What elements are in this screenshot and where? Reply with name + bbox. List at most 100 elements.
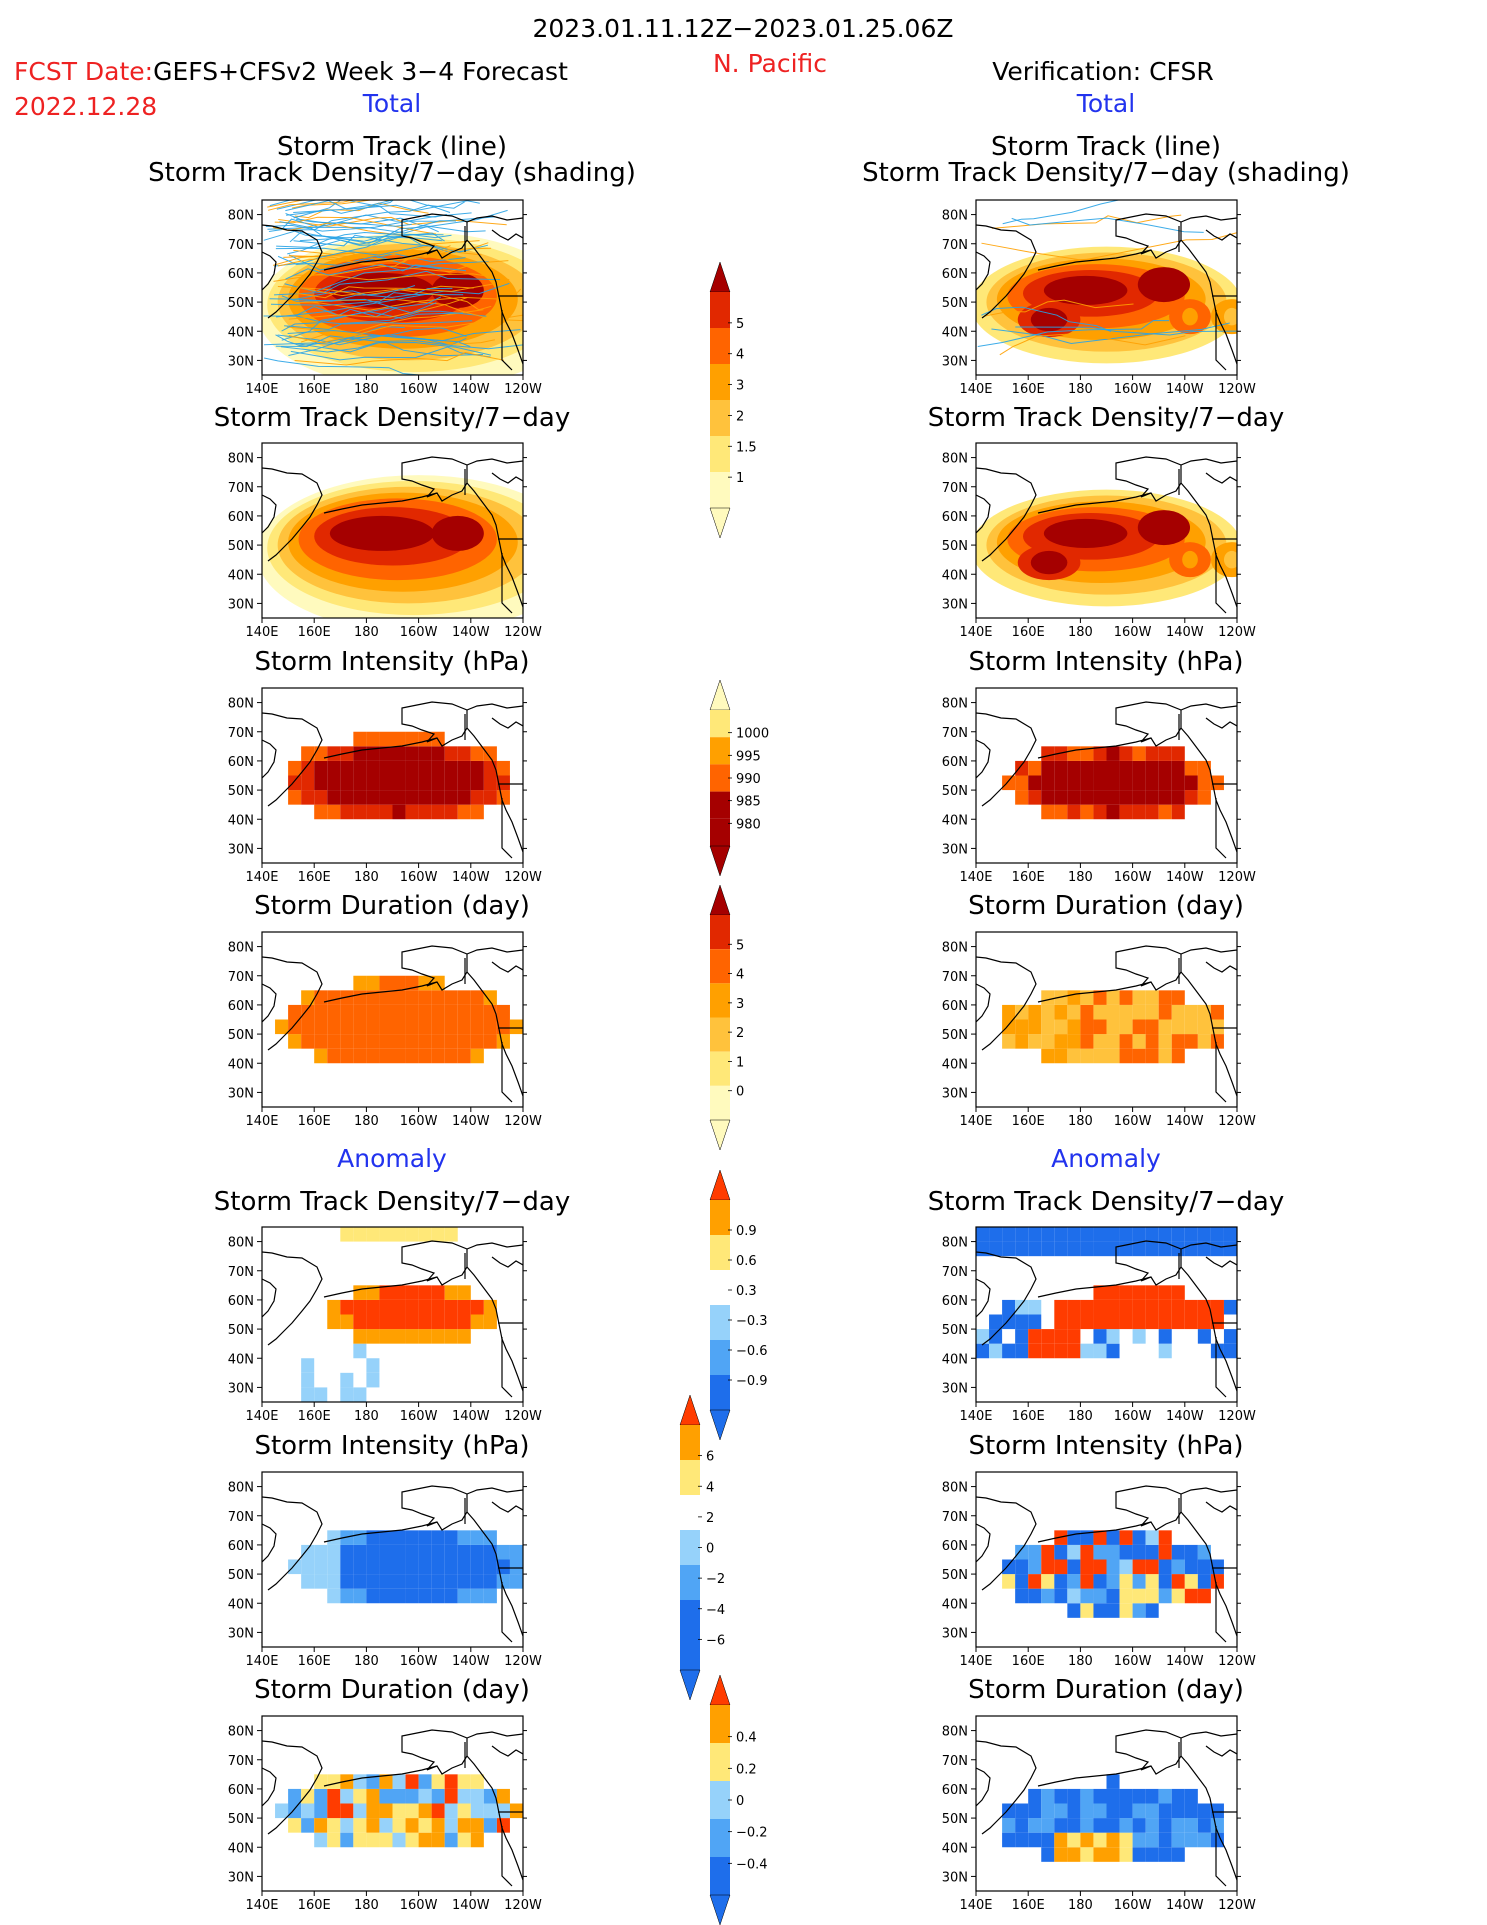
lat-tick-label: 60N bbox=[228, 755, 254, 770]
colorbar-label: 2 bbox=[706, 1511, 714, 1526]
lat-tick-label: 50N bbox=[228, 1028, 254, 1043]
map-panel: 80N 70N 60N 50N 40N 30N 140E 160E 180 160W 140W 120… bbox=[228, 932, 542, 1129]
lat-tick-label: 80N bbox=[942, 209, 968, 224]
colorbar-label: 1.5 bbox=[736, 440, 757, 455]
lon-tick-label: 120W bbox=[504, 1114, 542, 1129]
lon-tick-label: 120W bbox=[1218, 382, 1256, 397]
lat-tick-label: 30N bbox=[228, 1381, 254, 1396]
lat-tick-label: 60N bbox=[942, 1783, 968, 1798]
lon-tick-label: 140W bbox=[1166, 1114, 1204, 1129]
lon-tick-label: 160W bbox=[400, 1114, 438, 1129]
colorbar-label: −4 bbox=[706, 1603, 725, 1618]
colorbar-label: 0 bbox=[736, 1794, 744, 1809]
lat-tick-label: 70N bbox=[942, 1265, 968, 1280]
map-panel: 80N 70N 60N 50N 40N 30N 140E 160E 180 160W 140W 120… bbox=[942, 1472, 1256, 1669]
lon-tick-label: 160W bbox=[1114, 870, 1152, 885]
lon-tick-label: 120W bbox=[1218, 1898, 1256, 1913]
lat-tick-label: 60N bbox=[228, 1783, 254, 1798]
lat-tick-label: 40N bbox=[228, 813, 254, 828]
colorbar-label: 4 bbox=[736, 968, 744, 983]
lon-tick-label: 160E bbox=[1012, 1898, 1045, 1913]
lon-tick-label: 140W bbox=[452, 625, 490, 640]
lon-tick-label: 180 bbox=[354, 1409, 379, 1424]
lon-tick-label: 140W bbox=[1166, 1654, 1204, 1669]
map-panel: 80N 70N 60N 50N 40N 30N 140E 160E 180 160W 140W 120… bbox=[942, 1716, 1256, 1913]
lat-tick-label: 80N bbox=[228, 209, 254, 224]
lat-tick-label: 50N bbox=[228, 784, 254, 799]
lat-tick-label: 60N bbox=[942, 999, 968, 1014]
colorbar: 0.4 0.2 0 −0.2 −0.4 bbox=[710, 1675, 768, 1925]
lat-tick-label: 50N bbox=[942, 1028, 968, 1043]
lon-tick-label: 180 bbox=[354, 625, 379, 640]
colorbar-label: 990 bbox=[736, 772, 761, 787]
lat-tick-label: 30N bbox=[942, 1086, 968, 1101]
colorbar-label: −0.4 bbox=[736, 1857, 768, 1872]
lon-tick-label: 160W bbox=[1114, 1409, 1152, 1424]
map-panel: 80N 70N 60N 50N 40N 30N 140E 160E 180 160W 140W 120… bbox=[228, 1227, 542, 1424]
lat-tick-label: 40N bbox=[942, 1841, 968, 1856]
lat-tick-label: 40N bbox=[228, 1352, 254, 1367]
lat-tick-label: 70N bbox=[942, 1754, 968, 1769]
lat-tick-label: 80N bbox=[228, 697, 254, 712]
heatmap-field bbox=[971, 194, 1253, 370]
colorbar-label: 0.9 bbox=[736, 1224, 757, 1239]
lon-tick-label: 140E bbox=[245, 625, 278, 640]
lon-tick-label: 160E bbox=[1012, 1409, 1045, 1424]
lon-tick-label: 180 bbox=[354, 870, 379, 885]
lon-tick-label: 120W bbox=[504, 1409, 542, 1424]
lat-tick-label: 50N bbox=[942, 1568, 968, 1583]
lat-tick-label: 50N bbox=[228, 1812, 254, 1827]
lat-tick-label: 40N bbox=[228, 1841, 254, 1856]
map-panel: 80N 70N 60N 50N 40N 30N 140E 160E 180 160W 140W 120… bbox=[228, 1472, 542, 1669]
lat-tick-label: 30N bbox=[228, 354, 254, 369]
lon-tick-label: 140E bbox=[959, 870, 992, 885]
lon-tick-label: 120W bbox=[1218, 1654, 1256, 1669]
lon-tick-label: 140W bbox=[452, 1654, 490, 1669]
lat-tick-label: 80N bbox=[942, 1481, 968, 1496]
heatmap-field bbox=[262, 702, 523, 858]
heatmap-field bbox=[976, 1486, 1237, 1642]
map-panel: 80N 70N 60N 50N 40N 30N 140E 160E 180 160W 140W 120… bbox=[228, 1716, 542, 1913]
lat-tick-label: 60N bbox=[228, 999, 254, 1014]
lat-tick-label: 40N bbox=[942, 813, 968, 828]
lat-tick-label: 70N bbox=[228, 1265, 254, 1280]
lat-tick-label: 70N bbox=[942, 1510, 968, 1525]
lon-tick-label: 180 bbox=[1068, 1409, 1093, 1424]
colorbar-label: 1 bbox=[736, 471, 744, 486]
lat-tick-label: 70N bbox=[228, 1510, 254, 1525]
lon-tick-label: 140W bbox=[1166, 1898, 1204, 1913]
lon-tick-label: 160E bbox=[1012, 870, 1045, 885]
heatmap-field bbox=[262, 946, 523, 1102]
lat-tick-label: 40N bbox=[942, 1597, 968, 1612]
lat-tick-label: 80N bbox=[942, 1725, 968, 1740]
lat-tick-label: 60N bbox=[942, 510, 968, 525]
lon-tick-label: 120W bbox=[504, 1654, 542, 1669]
lat-tick-label: 80N bbox=[228, 1236, 254, 1251]
colorbar-label: 1 bbox=[736, 1055, 744, 1070]
lon-tick-label: 160E bbox=[1012, 625, 1045, 640]
heatmap-field bbox=[976, 946, 1237, 1102]
lat-tick-label: 50N bbox=[228, 1568, 254, 1583]
map-panel: 80N 70N 60N 50N 40N 30N 140E 160E 180 160W 140W 120… bbox=[228, 443, 581, 640]
heatmap-field bbox=[257, 170, 581, 390]
lat-tick-label: 70N bbox=[228, 1754, 254, 1769]
map-panel: 80N 70N 60N 50N 40N 30N 140E 160E 180 160W 140W 120… bbox=[228, 688, 542, 885]
heatmap-field bbox=[262, 1486, 523, 1642]
lon-tick-label: 120W bbox=[504, 870, 542, 885]
lon-tick-label: 140E bbox=[245, 1654, 278, 1669]
heatmap-field bbox=[976, 1730, 1237, 1886]
heatmap-field bbox=[971, 457, 1253, 613]
lon-tick-label: 140W bbox=[1166, 625, 1204, 640]
lon-tick-label: 140E bbox=[959, 625, 992, 640]
colorbar-label: −0.3 bbox=[736, 1314, 768, 1329]
lat-tick-label: 30N bbox=[228, 1870, 254, 1885]
colorbar-label: 3 bbox=[736, 997, 744, 1012]
colorbar-label: −6 bbox=[706, 1633, 725, 1648]
lon-tick-label: 160E bbox=[298, 625, 331, 640]
lat-tick-label: 80N bbox=[228, 1725, 254, 1740]
lon-tick-label: 160W bbox=[400, 1409, 438, 1424]
lat-tick-label: 30N bbox=[942, 1870, 968, 1885]
lat-tick-label: 70N bbox=[228, 481, 254, 496]
lat-tick-label: 80N bbox=[942, 452, 968, 467]
colorbar-label: 995 bbox=[736, 749, 761, 764]
